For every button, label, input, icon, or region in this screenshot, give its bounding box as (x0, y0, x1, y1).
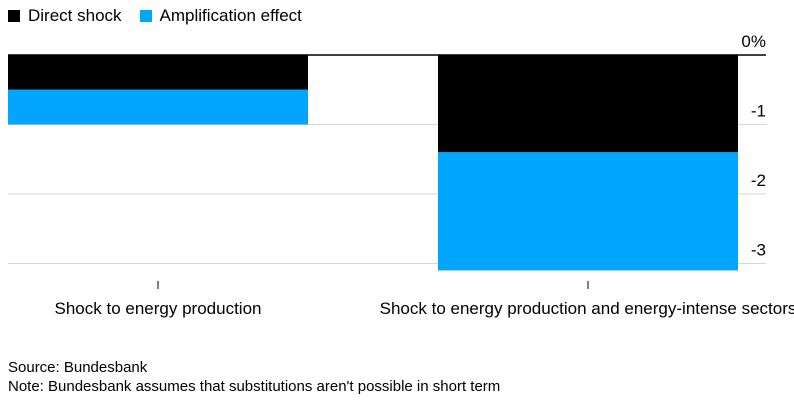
chart-plot: 0% -1 -2 -3 (8, 32, 766, 289)
y-tick-label-0: 0% (741, 32, 766, 51)
x-category-label-2: Shock to energy production and energy-in… (379, 299, 794, 318)
bar-1-direct-shock (8, 55, 308, 90)
y-tick-label-1: -1 (751, 102, 766, 121)
bar-2-amplification-effect (438, 152, 738, 271)
source-note: Source: Bundesbank (8, 359, 148, 376)
legend-label-amplification-effect: Amplification effect (159, 6, 302, 25)
chart-footer: Source: Bundesbank Note: Bundesbank assu… (8, 358, 500, 396)
legend-swatch-direct-shock (8, 10, 20, 22)
legend-swatch-amplification-effect (139, 10, 152, 22)
bar-1-amplification-effect (8, 89, 308, 125)
legend-label-direct-shock: Direct shock (28, 6, 122, 25)
chart-legend: Direct shock Amplification effect (8, 5, 320, 27)
y-tick-label-2: -2 (751, 171, 766, 190)
bar-2-direct-shock (438, 55, 738, 153)
y-tick-label-3: -3 (751, 241, 766, 260)
x-category-label-1: Shock to energy production (54, 299, 262, 318)
legend-item-amplification-effect: Amplification effect (139, 5, 302, 27)
legend-item-direct-shock: Direct shock (8, 5, 122, 27)
footnote: Note: Bundesbank assumes that substituti… (8, 378, 501, 395)
